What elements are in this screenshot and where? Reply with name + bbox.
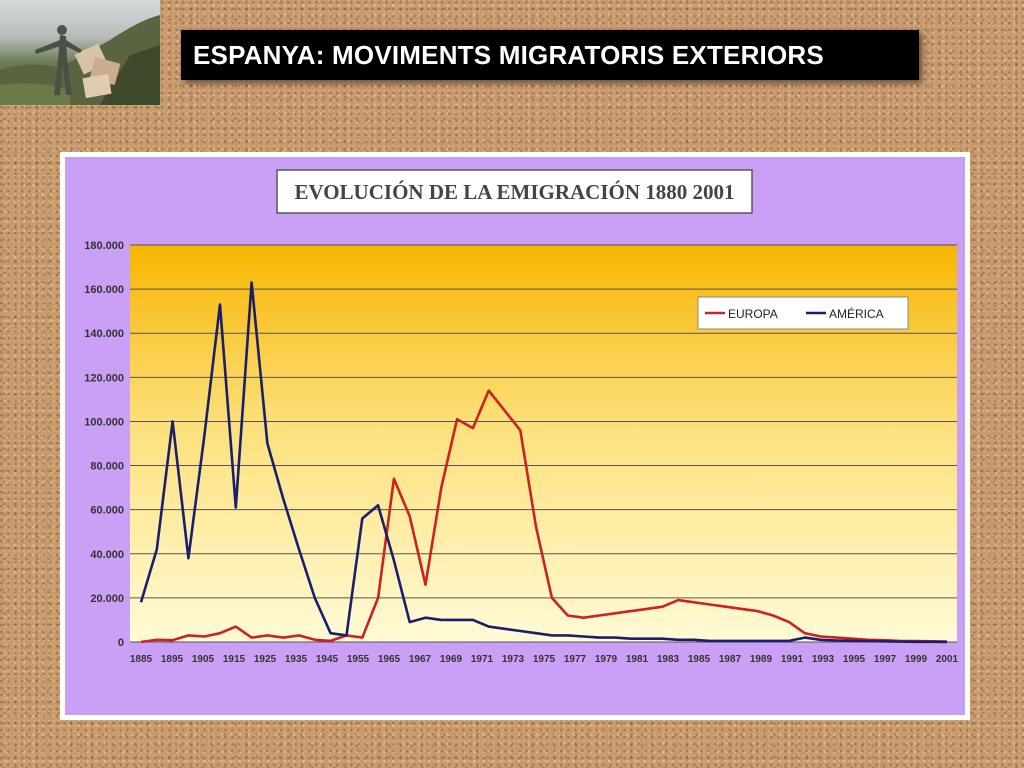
chart-title-box: EVOLUCIÓN DE LA EMIGRACIÓN 1880 2001 — [276, 169, 753, 214]
series-line-europa — [140, 389, 948, 644]
x-tick-label: 1983 — [657, 654, 680, 665]
x-tick-label: 1999 — [905, 654, 928, 665]
y-tick-label: 160.000 — [84, 284, 124, 296]
legend: EUROPA AMÉRICA — [697, 296, 909, 330]
x-tick-label: 1965 — [378, 654, 401, 665]
x-tick-label: 1979 — [595, 654, 618, 665]
x-tick-label: 1971 — [471, 654, 494, 665]
y-axis-ticks: 0 20.000 40.000 60.000 80.000 100.000 120.000 1… — [84, 240, 124, 649]
y-tick-label: 100.000 — [84, 416, 124, 428]
slide-title: ESPANYA: MOVIMENTS MIGRATORIS EXTERIORS — [181, 30, 919, 80]
y-tick-label: 120.000 — [84, 372, 124, 384]
grid-lines — [130, 244, 957, 643]
x-tick-label: 1973 — [502, 654, 525, 665]
x-tick-label: 1991 — [781, 654, 804, 665]
y-tick-label: 40.000 — [90, 549, 124, 561]
x-tick-label: 1993 — [812, 654, 835, 665]
legend-label-europa: EUROPA — [728, 307, 778, 321]
x-tick-label: 1985 — [688, 654, 711, 665]
sculpture-photo — [0, 15, 160, 105]
series-line-america — [139, 281, 948, 644]
x-axis-ticks: 1885 1895 1905 1915 1925 1935 1945 1955 1965 1967… — [130, 654, 959, 665]
y-tick-label: 80.000 — [90, 461, 124, 473]
y-tick-label: 0 — [118, 637, 124, 649]
x-tick-label: 1967 — [409, 654, 432, 665]
chart-title: EVOLUCIÓN DE LA EMIGRACIÓN 1880 2001 — [294, 180, 734, 204]
y-tick-label: 140.000 — [84, 328, 124, 340]
x-tick-label: 1885 — [130, 654, 153, 665]
x-tick-label: 1905 — [192, 654, 215, 665]
y-tick-label: 60.000 — [90, 505, 124, 517]
x-tick-label: 1997 — [874, 654, 897, 665]
chart-frame: 0 20.000 40.000 60.000 80.000 100.000 120.000 1… — [60, 152, 970, 720]
corner-photo — [0, 0, 160, 105]
emigration-chart: 0 20.000 40.000 60.000 80.000 100.000 120.000 1… — [65, 157, 965, 715]
series-lines — [139, 281, 948, 644]
x-tick-label: 1969 — [440, 654, 463, 665]
x-tick-label: 1915 — [223, 654, 246, 665]
y-tick-label: 180.000 — [84, 240, 124, 252]
x-tick-label: 1977 — [564, 654, 587, 665]
x-tick-label: 1945 — [316, 654, 339, 665]
legend-label-america: AMÉRICA — [829, 306, 884, 321]
x-tick-label: 1981 — [626, 654, 649, 665]
x-tick-label: 1995 — [843, 654, 866, 665]
x-tick-label: 1935 — [285, 654, 308, 665]
x-tick-label: 1975 — [533, 654, 556, 665]
x-tick-label: 1925 — [254, 654, 277, 665]
x-tick-label: 1895 — [161, 654, 184, 665]
x-tick-label: 1955 — [347, 654, 370, 665]
x-tick-label: 1987 — [719, 654, 742, 665]
y-tick-label: 20.000 — [90, 593, 124, 605]
x-tick-label: 1989 — [750, 654, 773, 665]
x-tick-label: 2001 — [936, 654, 959, 665]
